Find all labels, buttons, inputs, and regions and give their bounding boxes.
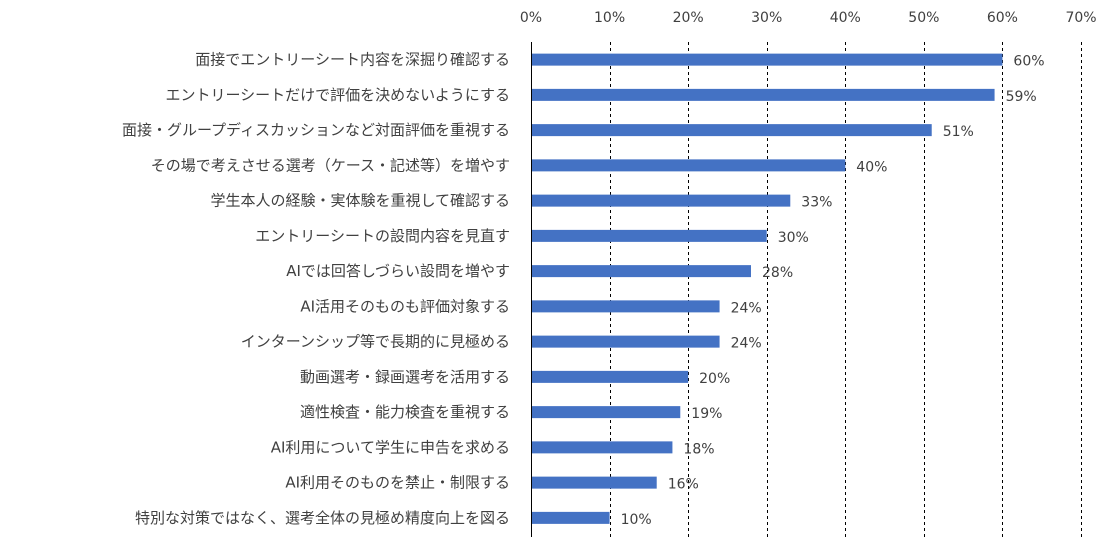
category-label: 適性検査・能力検査を重視する xyxy=(300,403,510,421)
data-label: 51% xyxy=(943,124,974,140)
data-label: 19% xyxy=(691,406,722,422)
category-label: エントリーシートだけで評価を決めないようにする xyxy=(165,86,510,104)
data-label: 40% xyxy=(856,159,887,175)
category-label: 動画選考・録画選考を活用する xyxy=(300,368,510,386)
x-tick-label: 50% xyxy=(908,10,939,26)
bar xyxy=(532,229,767,242)
data-label: 33% xyxy=(801,195,832,211)
bar xyxy=(532,406,681,419)
bar xyxy=(532,335,720,348)
data-labels: 60% 59% 51% 40% 33% 30% 28% 24% 24% 20% 19% 18% 16% 1… xyxy=(621,54,1045,528)
data-label: 18% xyxy=(683,441,714,457)
category-label: 学生本人の経験・実体験を重視して確認する xyxy=(210,192,510,210)
bar xyxy=(532,88,995,101)
bar xyxy=(532,370,689,383)
data-label: 20% xyxy=(699,371,730,387)
bar xyxy=(532,476,657,489)
data-label: 24% xyxy=(731,300,762,316)
category-label: その場で考えさせる選考（ケース・記述等）を増やす xyxy=(151,156,510,174)
data-label: 24% xyxy=(731,336,762,352)
data-label: 16% xyxy=(668,477,699,493)
category-label: AIでは回答しづらい設問を増やす xyxy=(286,262,510,280)
category-label: 面接でエントリーシート内容を深掘り確認する xyxy=(195,51,510,69)
bar xyxy=(532,194,791,207)
data-label: 59% xyxy=(1006,89,1037,105)
x-tick-label: 30% xyxy=(751,10,782,26)
category-label: AI利用について学生に申告を求める xyxy=(271,438,510,456)
category-label: 面接・グループディスカッションなど対面評価を重視する xyxy=(122,121,510,139)
bar xyxy=(532,300,720,313)
x-tick-label: 20% xyxy=(673,10,704,26)
data-label: 10% xyxy=(621,512,652,528)
data-label: 28% xyxy=(762,265,793,281)
category-label: インターンシップ等で長期的に見極める xyxy=(241,333,510,351)
value-axis: 0% 10% 20% 30% 40% 50% 60% 70% xyxy=(520,10,1097,26)
bar xyxy=(532,441,673,454)
x-tick-label: 70% xyxy=(1065,10,1096,26)
bar xyxy=(532,511,610,524)
data-label: 30% xyxy=(778,230,809,246)
category-label: AI活用そのものも評価対象する xyxy=(300,297,510,315)
category-label: AI利用そのものを禁止・制限する xyxy=(285,474,510,492)
bar xyxy=(532,265,751,278)
x-tick-label: 60% xyxy=(987,10,1018,26)
category-label: 特別な対策ではなく、選考全体の見極め精度向上を図る xyxy=(135,509,510,527)
data-label: 60% xyxy=(1013,54,1044,70)
bars xyxy=(532,53,1003,524)
bar xyxy=(532,159,846,172)
x-tick-label: 40% xyxy=(830,10,861,26)
category-labels: 面接でエントリーシート内容を深掘り確認するエントリーシートだけで評価を決めないよ… xyxy=(122,51,510,527)
category-label: エントリーシートの設問内容を見直す xyxy=(255,227,510,245)
x-tick-label: 0% xyxy=(520,10,542,26)
bar xyxy=(532,124,932,137)
bar xyxy=(532,53,1003,66)
x-tick-label: 10% xyxy=(594,10,625,26)
gridlines xyxy=(531,42,1082,537)
